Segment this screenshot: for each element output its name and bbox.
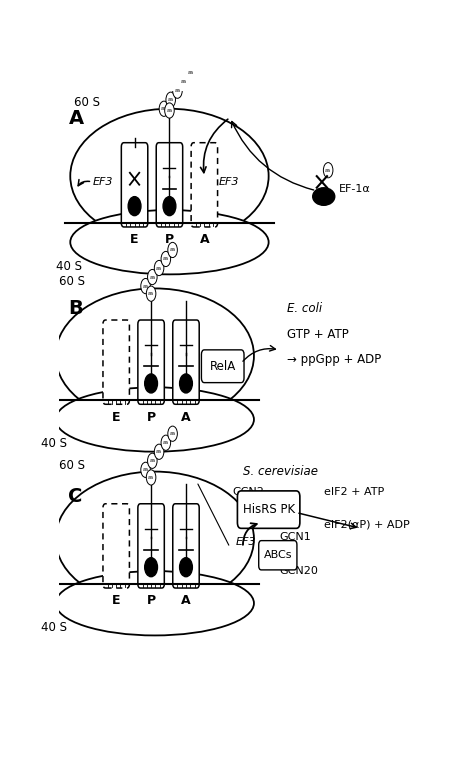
Text: aa: aa bbox=[163, 256, 169, 261]
Ellipse shape bbox=[55, 288, 254, 423]
Text: aa: aa bbox=[170, 431, 175, 436]
Text: EF3: EF3 bbox=[219, 177, 239, 187]
Circle shape bbox=[168, 426, 177, 442]
Text: A: A bbox=[68, 109, 83, 128]
Text: eIF2 + ATP: eIF2 + ATP bbox=[324, 487, 384, 497]
Circle shape bbox=[180, 74, 189, 89]
Text: E. coli: E. coli bbox=[287, 302, 322, 315]
Circle shape bbox=[161, 435, 171, 451]
FancyBboxPatch shape bbox=[121, 143, 148, 227]
FancyBboxPatch shape bbox=[173, 504, 199, 588]
Text: aa: aa bbox=[149, 458, 155, 464]
FancyBboxPatch shape bbox=[173, 320, 199, 404]
Ellipse shape bbox=[163, 197, 176, 216]
Text: 60 S: 60 S bbox=[59, 275, 85, 289]
Text: 40 S: 40 S bbox=[55, 260, 82, 273]
Circle shape bbox=[159, 101, 169, 116]
Text: → ppGpp + ADP: → ppGpp + ADP bbox=[287, 353, 381, 366]
FancyBboxPatch shape bbox=[103, 504, 129, 588]
Text: B: B bbox=[68, 299, 83, 318]
Ellipse shape bbox=[313, 188, 335, 205]
Circle shape bbox=[141, 462, 150, 477]
Ellipse shape bbox=[128, 197, 141, 216]
Circle shape bbox=[146, 286, 156, 301]
Text: C: C bbox=[68, 487, 83, 506]
Text: 40 S: 40 S bbox=[41, 437, 67, 450]
Text: aa: aa bbox=[166, 108, 173, 113]
Text: GCN20: GCN20 bbox=[280, 566, 319, 576]
Ellipse shape bbox=[70, 109, 269, 243]
Text: A: A bbox=[181, 410, 191, 424]
FancyBboxPatch shape bbox=[237, 491, 300, 528]
Text: ABCs: ABCs bbox=[264, 550, 292, 560]
Ellipse shape bbox=[145, 558, 157, 577]
Circle shape bbox=[164, 103, 174, 118]
Ellipse shape bbox=[180, 374, 192, 393]
Circle shape bbox=[155, 261, 164, 276]
Circle shape bbox=[141, 278, 150, 293]
Text: RelA: RelA bbox=[210, 359, 236, 372]
Text: EF3: EF3 bbox=[236, 537, 256, 546]
Text: aa: aa bbox=[161, 106, 167, 111]
Text: 60 S: 60 S bbox=[59, 458, 85, 472]
Text: aa: aa bbox=[163, 440, 169, 445]
FancyBboxPatch shape bbox=[259, 540, 297, 570]
Text: aa: aa bbox=[156, 265, 162, 271]
Text: aa: aa bbox=[143, 467, 148, 472]
Circle shape bbox=[155, 444, 164, 459]
Text: aa: aa bbox=[168, 97, 173, 103]
FancyBboxPatch shape bbox=[191, 143, 218, 227]
Circle shape bbox=[147, 453, 157, 468]
Circle shape bbox=[186, 65, 196, 81]
FancyBboxPatch shape bbox=[138, 320, 164, 404]
Text: A: A bbox=[181, 594, 191, 607]
Text: GTP + ATP: GTP + ATP bbox=[287, 328, 349, 341]
Text: aa: aa bbox=[148, 475, 154, 480]
Text: GCN1: GCN1 bbox=[280, 532, 311, 542]
Text: aa: aa bbox=[149, 274, 155, 280]
Text: aa: aa bbox=[148, 291, 154, 296]
Circle shape bbox=[173, 83, 182, 98]
Text: E: E bbox=[130, 233, 139, 246]
Circle shape bbox=[147, 270, 157, 285]
Text: HisRS PK: HisRS PK bbox=[243, 503, 295, 516]
FancyBboxPatch shape bbox=[103, 320, 129, 404]
Text: EF3: EF3 bbox=[92, 177, 113, 187]
Text: S. cerevisiae: S. cerevisiae bbox=[243, 464, 318, 477]
Text: E: E bbox=[112, 594, 120, 607]
Text: EF-1α: EF-1α bbox=[338, 184, 370, 194]
Text: aa: aa bbox=[188, 70, 194, 75]
Text: P: P bbox=[165, 233, 174, 246]
Text: aa: aa bbox=[174, 88, 181, 93]
Text: 40 S: 40 S bbox=[41, 621, 67, 634]
Ellipse shape bbox=[55, 388, 254, 451]
Text: GCN2: GCN2 bbox=[232, 487, 264, 497]
Ellipse shape bbox=[55, 471, 254, 606]
Text: aa: aa bbox=[156, 449, 162, 454]
Circle shape bbox=[323, 163, 333, 178]
Text: aa: aa bbox=[170, 248, 175, 252]
Ellipse shape bbox=[70, 210, 269, 274]
Text: P: P bbox=[146, 594, 155, 607]
Ellipse shape bbox=[55, 571, 254, 635]
Text: 60 S: 60 S bbox=[74, 96, 100, 109]
FancyBboxPatch shape bbox=[138, 504, 164, 588]
Circle shape bbox=[168, 242, 177, 258]
Ellipse shape bbox=[180, 558, 192, 577]
Circle shape bbox=[161, 252, 171, 267]
FancyBboxPatch shape bbox=[201, 350, 244, 382]
Text: P: P bbox=[146, 410, 155, 424]
Text: aa: aa bbox=[325, 168, 331, 173]
Ellipse shape bbox=[145, 374, 157, 393]
Circle shape bbox=[146, 470, 156, 485]
FancyBboxPatch shape bbox=[156, 143, 182, 227]
Text: aa: aa bbox=[181, 79, 187, 84]
Text: A: A bbox=[200, 233, 209, 246]
Text: aa: aa bbox=[143, 283, 148, 289]
Text: eIF2(αP) + ADP: eIF2(αP) + ADP bbox=[324, 519, 410, 529]
Circle shape bbox=[166, 92, 175, 107]
Text: E: E bbox=[112, 410, 120, 424]
